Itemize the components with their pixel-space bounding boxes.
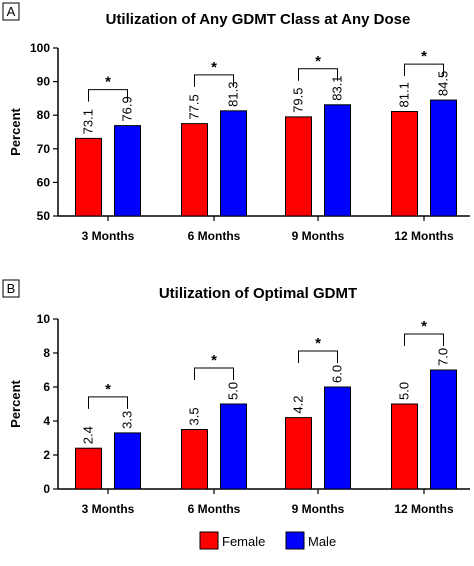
data-label: 4.2 [291,396,306,414]
significance-bracket [194,367,234,380]
female-bar [391,111,418,217]
significance-star: * [105,381,111,398]
significance-bracket [298,68,338,81]
chart-title: Utilization of Any GDMT Class at Any Dos… [106,11,411,28]
data-label: 84.5 [436,71,451,96]
y-tick-label: 4 [43,414,50,428]
male-bar [430,99,457,217]
female-bar [285,116,312,217]
x-tick-label: 3 Months [82,229,135,243]
panel-letter-box [2,279,20,298]
y-tick-label: 90 [37,75,51,89]
female-bar [181,123,208,217]
x-tick-label: 6 Months [188,229,241,243]
x-tick-label: 3 Months [82,502,135,516]
significance-star: * [315,53,321,70]
male-bar [114,432,141,490]
data-label: 76.9 [120,96,135,121]
significance-bracket [298,350,338,363]
significance-bracket [404,333,444,346]
significance-star: * [315,335,321,352]
data-label: 2.4 [81,426,96,444]
legend-male-label: Male [308,534,336,549]
female-bar [75,137,102,217]
data-label: 81.3 [226,82,241,107]
female-bar [75,447,102,490]
male-bar [324,104,351,217]
y-tick-label: 6 [43,380,50,394]
x-tick-label: 6 Months [188,502,241,516]
female-bar [391,403,418,490]
x-tick-label: 9 Months [292,229,345,243]
significance-bracket [404,63,444,77]
data-label: 3.5 [187,407,202,425]
legend-female-label: Female [222,534,265,549]
y-tick-label: 80 [37,108,51,122]
data-label: 5.0 [397,382,412,400]
data-label: 81.1 [397,82,412,107]
legend-female-swatch [199,531,219,550]
female-bar [285,417,312,490]
data-label: 79.5 [291,88,306,113]
female-bar [181,429,208,490]
data-label: 5.0 [226,382,241,400]
significance-bracket [88,89,128,102]
y-tick-label: 70 [37,142,51,156]
significance-star: * [211,59,217,76]
significance-star: * [211,352,217,369]
data-label: 3.3 [120,411,135,429]
panel-letter-box [2,2,20,21]
y-tick-label: 10 [37,312,51,326]
data-label: 6.0 [330,365,345,383]
significance-bracket [194,74,234,87]
male-bar [430,369,457,490]
significance-bracket [88,396,128,409]
y-tick-label: 2 [43,448,50,462]
legend-male-swatch [285,531,305,550]
y-tick-label: 100 [30,41,50,55]
y-tick-label: 8 [43,346,50,360]
y-tick-label: 0 [43,482,50,496]
male-bar [220,403,247,490]
panel-letter: B [7,281,16,296]
male-bar [114,125,141,217]
male-bar [220,110,247,217]
significance-star: * [421,318,427,335]
y-axis-label: Percent [8,107,23,155]
significance-star: * [421,48,427,65]
x-tick-label: 12 Months [394,502,454,516]
data-label: 83.1 [330,75,345,100]
y-axis-label: Percent [8,379,23,427]
data-label: 77.5 [187,94,202,119]
significance-star: * [105,74,111,91]
panel-letter: A [7,4,16,19]
y-tick-label: 50 [37,209,51,223]
chart-title: Utilization of Optimal GDMT [159,285,357,302]
y-tick-label: 60 [37,175,51,189]
male-bar [324,386,351,490]
data-label: 7.0 [436,348,451,366]
x-tick-label: 12 Months [394,229,454,243]
data-label: 73.1 [81,109,96,134]
x-tick-label: 9 Months [292,502,345,516]
